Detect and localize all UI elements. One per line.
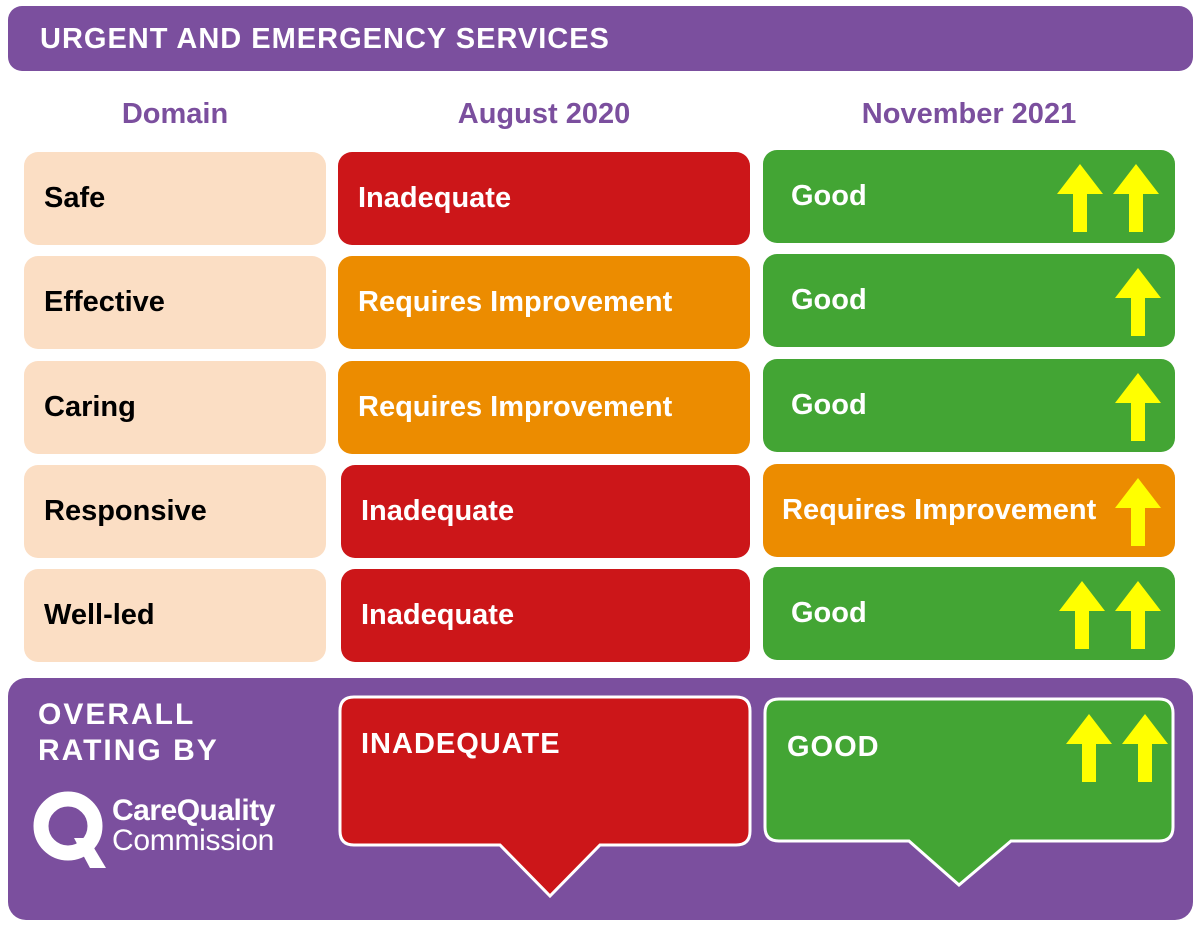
up-arrow-icon — [1115, 268, 1161, 336]
rating-label: Good — [791, 180, 867, 212]
rating-label: Good — [791, 597, 867, 629]
overall-november-rating: GOOD — [787, 731, 880, 763]
up-arrow-icon — [1122, 714, 1168, 782]
domain-label: Safe — [44, 182, 106, 214]
up-arrow-icon — [1115, 373, 1161, 441]
improvement-arrows — [1115, 268, 1161, 336]
overall-label-line2: RATING BY — [38, 734, 219, 767]
column-header-august-2020: August 2020 — [457, 98, 631, 130]
domain-cell-responsive: Responsive — [24, 465, 326, 558]
improvement-arrows — [1059, 581, 1161, 649]
overall-november-box — [763, 697, 1175, 887]
domain-label: Caring — [44, 391, 136, 423]
rating-november-caring: Good — [763, 359, 1175, 452]
domain-cell-caring: Caring — [24, 361, 326, 454]
logo-line1: CareQuality — [112, 794, 275, 827]
rating-label: Inadequate — [361, 495, 515, 527]
domain-cell-well-led: Well-led — [24, 569, 326, 662]
rating-label: Requires Improvement — [782, 494, 1097, 526]
improvement-arrows — [1057, 164, 1159, 232]
cqc-logo-text: CareQuality Commission — [112, 796, 275, 856]
domain-cell-safe: Safe — [24, 152, 326, 245]
rating-november-safe: Good — [763, 150, 1175, 243]
domain-label: Well-led — [44, 599, 155, 631]
header-bar: URGENT AND EMERGENCY SERVICES — [8, 6, 1193, 71]
rating-august-safe: Inadequate — [338, 152, 750, 245]
rating-november-effective: Good — [763, 254, 1175, 347]
rating-label: Inadequate — [358, 182, 512, 214]
rating-label: Requires Improvement — [358, 286, 673, 318]
improvement-arrows — [1115, 478, 1161, 546]
rating-august-caring: Requires Improvement — [338, 361, 750, 454]
domain-label: Effective — [44, 286, 165, 318]
rating-label: Requires Improvement — [358, 391, 673, 423]
page-title: URGENT AND EMERGENCY SERVICES — [40, 23, 610, 55]
up-arrow-icon — [1113, 164, 1159, 232]
column-header-domain: Domain — [121, 98, 229, 130]
column-header-november-2021: November 2021 — [861, 98, 1077, 130]
rating-label: Good — [791, 284, 867, 316]
up-arrow-icon — [1059, 581, 1105, 649]
logo-line2: Commission — [112, 824, 275, 857]
overall-august-box — [338, 695, 752, 899]
overall-august-rating: INADEQUATE — [361, 728, 561, 760]
overall-improvement-arrows — [1066, 714, 1168, 782]
rating-november-responsive: Requires Improvement — [763, 464, 1175, 557]
rating-label: Inadequate — [361, 599, 515, 631]
rating-august-well-led: Inadequate — [341, 569, 750, 662]
overall-label-line1: OVERALL — [38, 698, 196, 731]
cqc-q-icon — [33, 791, 106, 868]
up-arrow-icon — [1115, 581, 1161, 649]
up-arrow-icon — [1066, 714, 1112, 782]
up-arrow-icon — [1057, 164, 1103, 232]
improvement-arrows — [1115, 373, 1161, 441]
domain-label: Responsive — [44, 495, 207, 527]
overall-rating-label: OVERALL RATING BY — [38, 697, 219, 769]
rating-august-effective: Requires Improvement — [338, 256, 750, 349]
domain-cell-effective: Effective — [24, 256, 326, 349]
rating-august-responsive: Inadequate — [341, 465, 750, 558]
up-arrow-icon — [1115, 478, 1161, 546]
rating-label: Good — [791, 389, 867, 421]
rating-november-well-led: Good — [763, 567, 1175, 660]
